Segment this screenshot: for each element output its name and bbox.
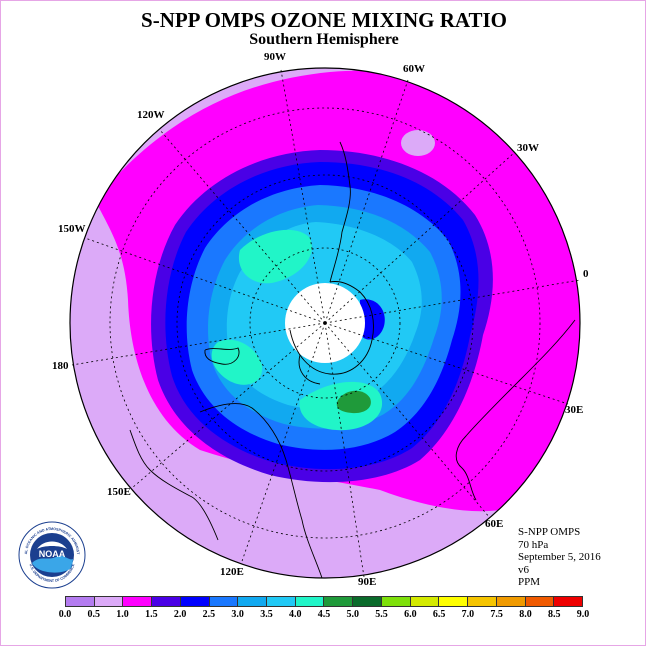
colorbar-tick-label: 0.5	[87, 609, 101, 620]
colorbar-tick-label: 2.5	[202, 609, 216, 620]
info-instrument: S-NPP OMPS	[518, 526, 581, 538]
lon-label-90w: 90W	[264, 51, 286, 63]
lon-label-90e: 90E	[358, 576, 377, 588]
colorbar-tick-label: 1.0	[116, 609, 129, 620]
lon-label-60e: 60E	[485, 518, 504, 530]
ozone-field	[70, 68, 580, 578]
colorbar-tick-label: 9.0	[576, 609, 590, 620]
colorbar-tick-label: 8.0	[519, 609, 532, 620]
colorbar-swatch	[496, 597, 526, 606]
colorbar	[65, 596, 583, 607]
coastlines	[129, 141, 576, 579]
colorbar-tick-label: 5.0	[346, 609, 360, 620]
colorbar-tick-label: 8.5	[547, 609, 561, 620]
lon-label-150w: 150W	[58, 223, 86, 235]
colorbar-tick-label: 3.0	[231, 609, 244, 620]
lon-label-120e: 120E	[220, 566, 244, 578]
colorbar-tick-label: 6.5	[432, 609, 446, 620]
colorbar-swatch	[295, 597, 325, 606]
info-date: September 5, 2016	[518, 551, 601, 563]
colorbar-tick-label: 5.5	[375, 609, 388, 620]
colorbar-swatch	[381, 597, 411, 606]
colorbar-tick-label: 2.0	[173, 609, 187, 620]
colorbar-tick-label: 4.5	[317, 609, 331, 620]
colorbar-tick-label: 6.0	[404, 609, 417, 620]
info-units: PPM	[518, 576, 541, 588]
colorbar-swatch	[525, 597, 555, 606]
colorbar-tick-label: 7.0	[461, 609, 475, 620]
graticule	[71, 69, 581, 578]
map-boundary	[69, 67, 581, 579]
colorbar-swatch	[209, 597, 239, 606]
colorbar-swatch	[554, 597, 582, 606]
info-level: 70 hPa	[518, 538, 549, 551]
lon-label-0: 0	[583, 268, 589, 280]
contour-2.0-inner	[360, 299, 385, 340]
product-info: S-NPP OMPS 70 hPa September 5, 2016 v6 P…	[518, 526, 601, 589]
colorbar-swatch	[238, 597, 268, 606]
colorbar-tick-label: 3.5	[260, 609, 273, 620]
colorbar-swatch	[353, 597, 382, 606]
colorbar-ticks: 0.0 0.5 1.0 1.5 2.0 2.5 3.0 3.5 4.0 4.5 5.0 5.5 6.0 6…	[0, 609, 648, 623]
lon-label-180: 180	[52, 360, 69, 372]
noaa-logo-text: NOAA	[39, 549, 66, 559]
colorbar-swatch	[324, 597, 354, 606]
lon-label-150e: 150E	[107, 486, 131, 498]
colorbar-tick-label: 0.0	[58, 609, 72, 620]
noaa-logo: NOAA NATIONAL OCEANIC AND ATMOSPHERIC AD…	[17, 518, 86, 589]
colorbar-tick-label: 1.5	[145, 609, 158, 620]
lon-label-60w: 60W	[403, 63, 425, 75]
contour-0.5-island	[401, 130, 435, 156]
page-subtitle: Southern Hemisphere	[249, 31, 399, 48]
colorbar-swatch	[439, 597, 469, 606]
info-version: v6	[518, 563, 529, 576]
colorbar-swatch	[94, 597, 124, 606]
colorbar-swatch	[410, 597, 440, 606]
colorbar-swatch	[123, 597, 153, 606]
lon-label-30w: 30W	[517, 142, 539, 154]
south-pole-marker	[323, 321, 327, 325]
colorbar-tick-label: 7.5	[490, 609, 503, 620]
lon-label-30e: 30E	[565, 404, 584, 416]
lon-label-120w: 120W	[137, 109, 165, 121]
colorbar-swatch	[267, 597, 296, 606]
colorbar-swatch	[66, 597, 95, 606]
colorbar-swatch	[468, 597, 497, 606]
colorbar-tick-label: 4.0	[288, 609, 302, 620]
contour-4.5-max	[336, 390, 371, 414]
contour-4.0-west	[238, 229, 312, 284]
contour-4.0-south	[211, 339, 263, 385]
colorbar-swatch	[152, 597, 181, 606]
page-title: S-NPP OMPS OZONE MIXING RATIO	[141, 8, 507, 32]
colorbar-swatch	[180, 597, 210, 606]
